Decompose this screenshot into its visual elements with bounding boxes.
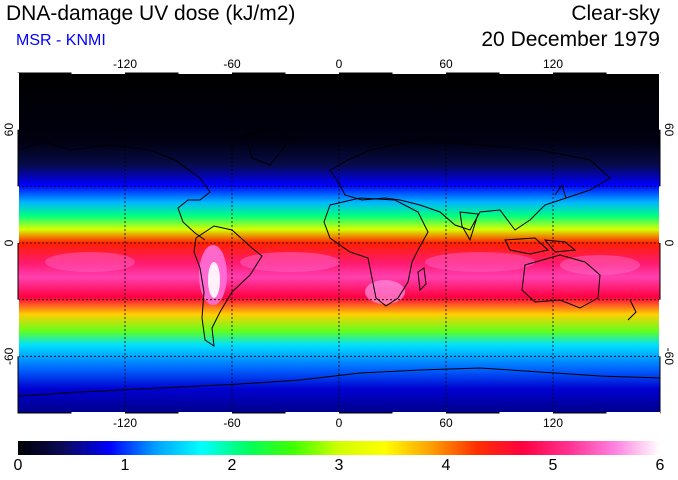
sky-condition-label: Clear-sky — [571, 2, 660, 25]
frame-segment — [71, 71, 125, 74]
longitude-tick-label: -60 — [223, 57, 241, 71]
frame-segment — [178, 71, 232, 74]
colorbar-tick-label: 6 — [655, 457, 665, 474]
map-area — [18, 73, 660, 413]
latitude-tick-label: 0 — [2, 239, 16, 246]
latitude-tick-label: 60 — [662, 123, 676, 137]
latitude-tick-label: -60 — [662, 348, 676, 366]
data-source-label: MSR - KNMI — [16, 32, 106, 49]
longitude-tick-label: -120 — [113, 416, 137, 430]
colorbar-tick-label: 4 — [441, 457, 451, 474]
coastlines — [18, 127, 660, 397]
colorbar-tick-label: 5 — [548, 457, 558, 474]
frame-segment — [16, 73, 19, 130]
frame-segment — [499, 71, 553, 74]
frame-segment — [285, 412, 339, 415]
frame-segment — [71, 412, 125, 415]
latitude-tick-label: -60 — [2, 347, 16, 365]
frame-segment — [16, 299, 19, 357]
longitude-tick-label: 120 — [543, 57, 563, 71]
graticule — [18, 73, 660, 413]
andes-peak — [208, 262, 220, 298]
frame-segment — [659, 299, 662, 357]
colorbar-tick-label: 1 — [120, 457, 130, 474]
longitude-tick-label: 60 — [439, 57, 453, 71]
longitude-tick-label: -60 — [223, 416, 241, 430]
map-date: 20 December 1979 — [481, 28, 660, 51]
frame-segment — [606, 71, 660, 74]
colorbar-tick-label: 2 — [227, 457, 237, 474]
frame-segment — [392, 71, 446, 74]
longitude-tick-label: -120 — [113, 57, 137, 71]
frame-segment — [606, 412, 660, 415]
colorbar-tick-label: 3 — [334, 457, 344, 474]
colorbar-tick-label: 0 — [13, 457, 23, 474]
longitude-tick-label: 60 — [439, 416, 453, 430]
frame-ticks — [16, 71, 662, 415]
longitude-tick-label: 0 — [336, 416, 343, 430]
frame-segment — [178, 412, 232, 415]
frame-segment — [392, 412, 446, 415]
colorbar — [18, 441, 660, 455]
frame-segment — [16, 186, 19, 243]
latitude-tick-label: 60 — [2, 123, 16, 137]
latitude-tick-label: 0 — [662, 240, 676, 247]
frame-segment — [499, 412, 553, 415]
map-title: DNA-damage UV dose (kJ/m2) — [6, 2, 296, 25]
frame-segment — [285, 71, 339, 74]
tick-labels: -120 -120 -60 -60 0 0 60 60 120 120 60 60 0 0 -60 -60 — [2, 57, 676, 430]
longitude-tick-label: 120 — [543, 416, 563, 430]
frame-segment — [659, 186, 662, 243]
frame-segment — [659, 73, 662, 130]
longitude-tick-label: 0 — [336, 57, 343, 71]
